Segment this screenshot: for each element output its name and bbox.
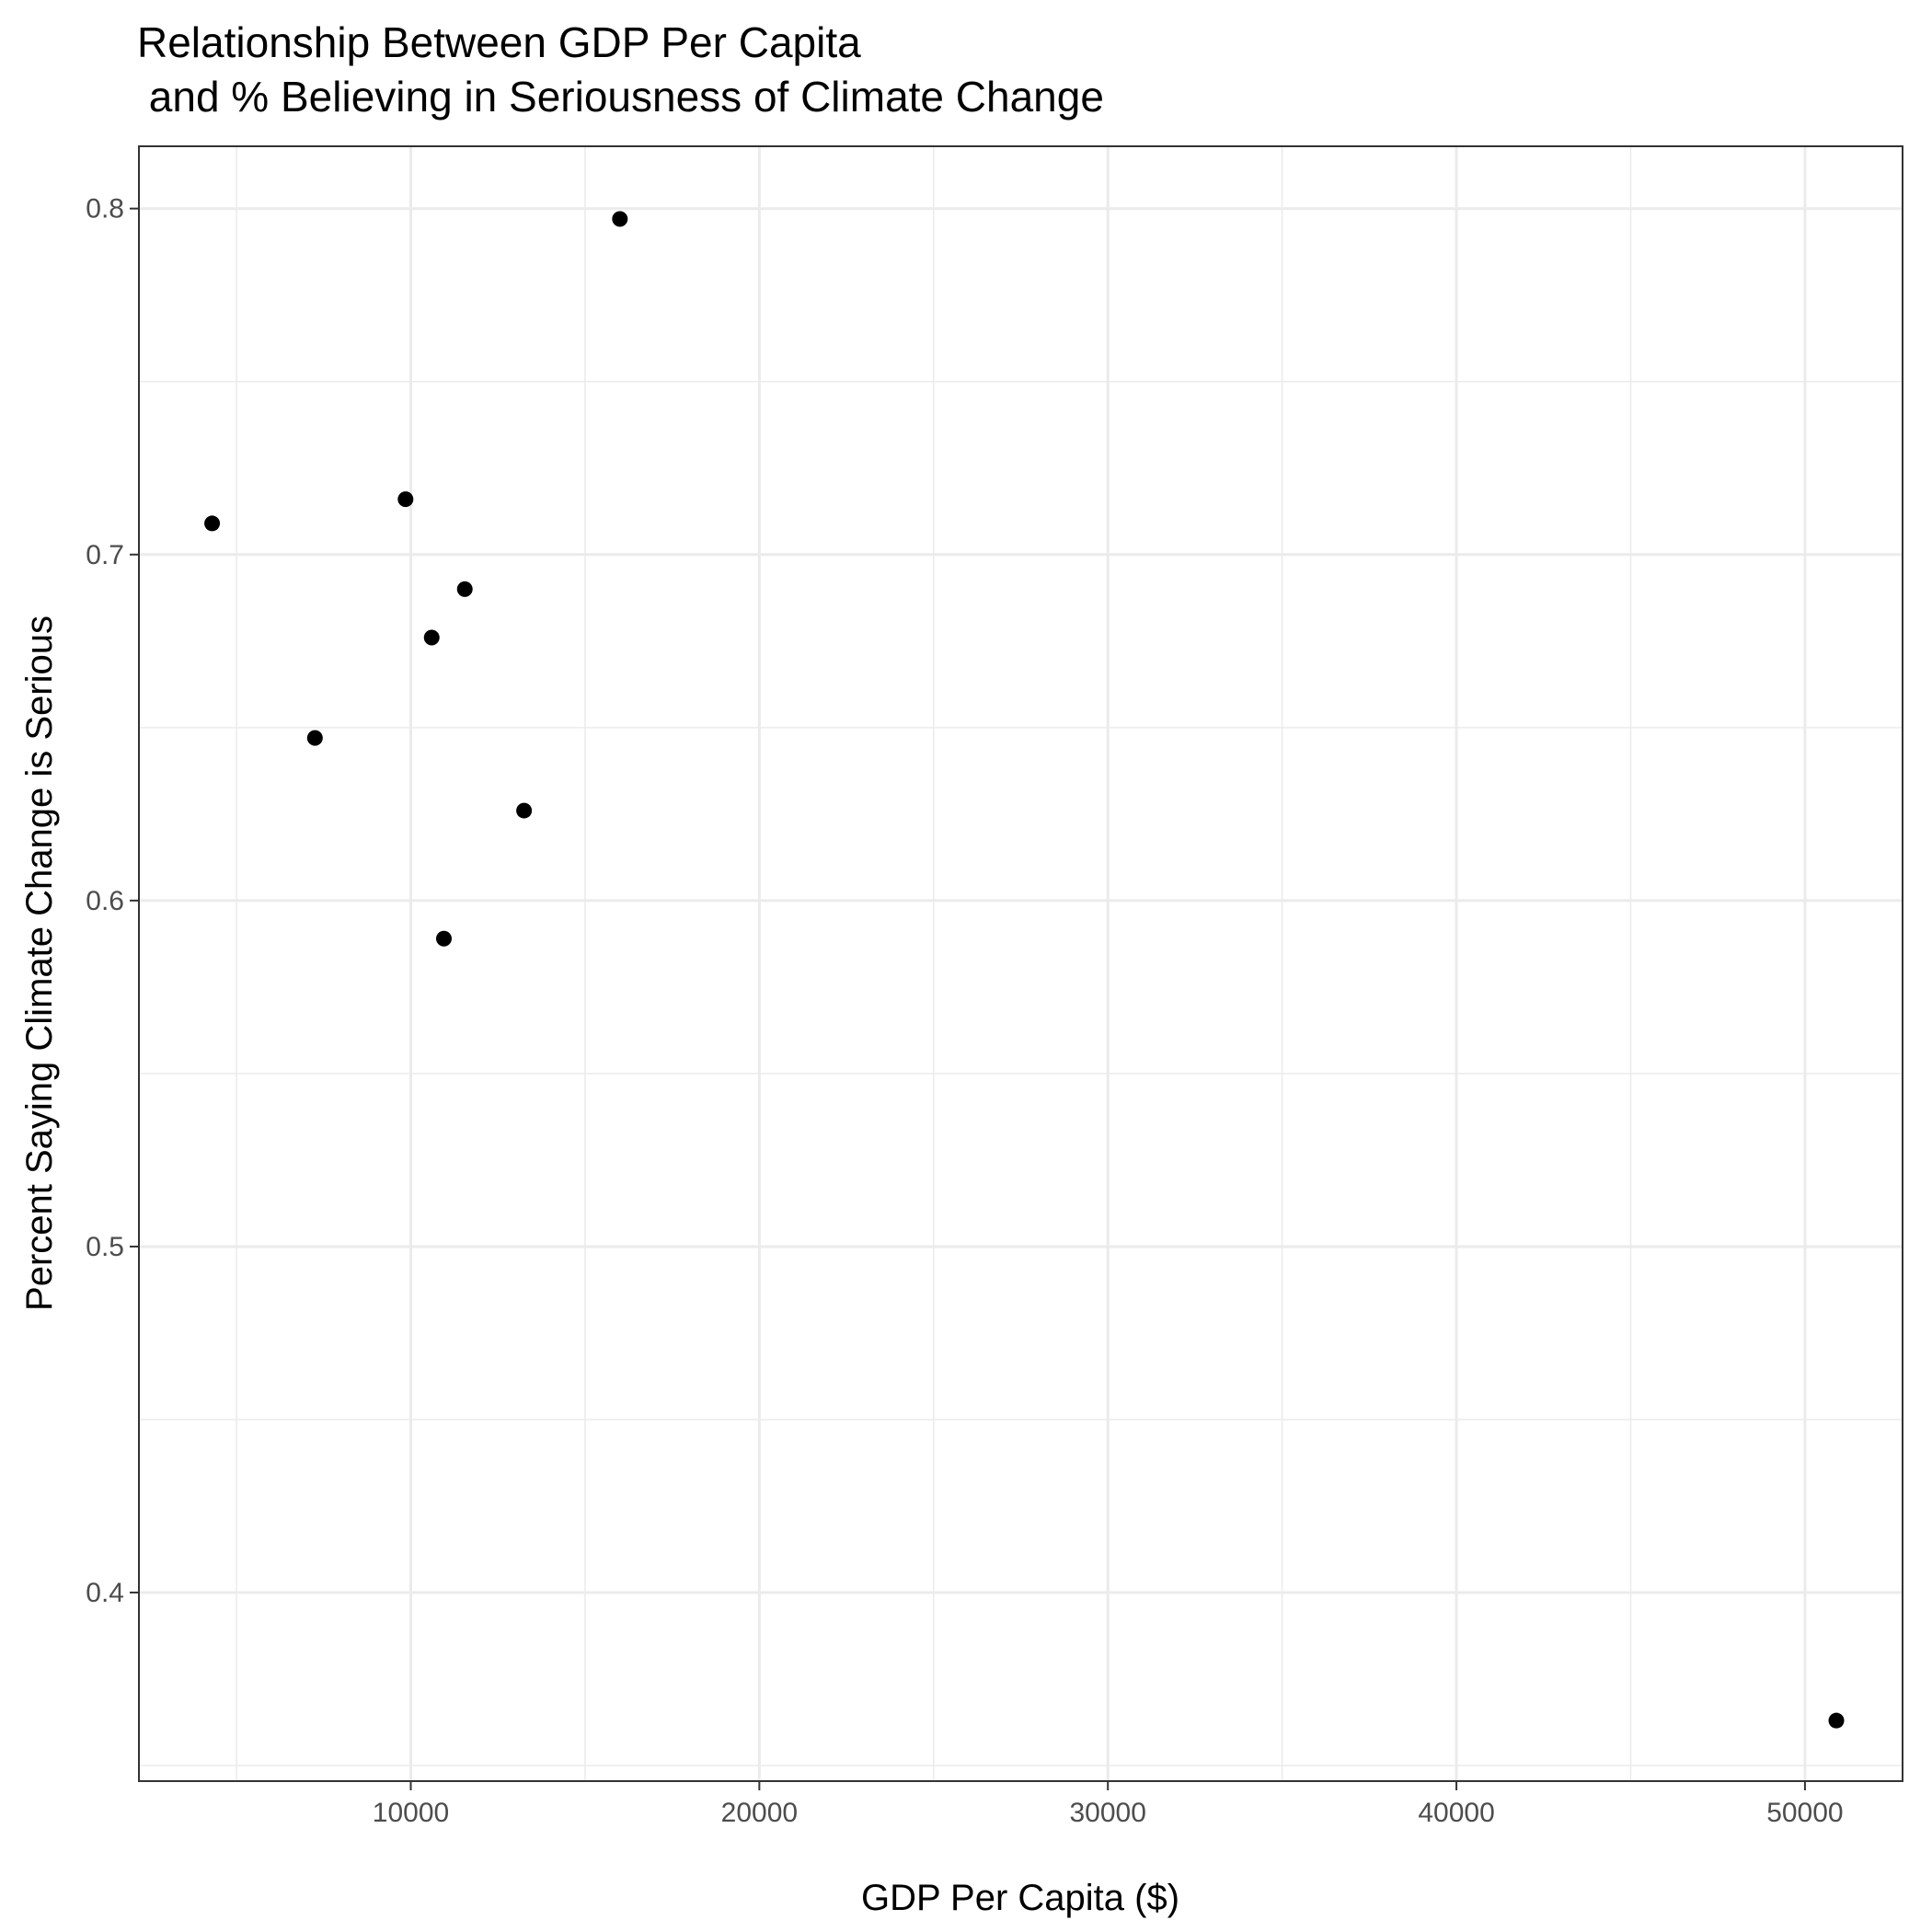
scatter-point	[612, 211, 628, 227]
y-axis-title: Percent Saying Climate Change is Serious	[19, 615, 60, 1311]
x-tick-label: 10000	[373, 1798, 449, 1828]
y-tick-label: 0.6	[86, 886, 124, 916]
y-tick-label: 0.4	[86, 1578, 124, 1608]
scatter-point	[1828, 1712, 1845, 1729]
scatter-point	[306, 730, 323, 746]
scatter-point	[204, 515, 221, 532]
minor-gridlines	[139, 146, 1903, 1781]
x-axis-title: GDP Per Capita ($)	[861, 1878, 1179, 1918]
x-axis-ticks: 10000 20000 30000 40000 50000	[373, 1781, 1844, 1828]
scatter-point	[516, 802, 533, 819]
y-tick-label: 0.5	[86, 1232, 124, 1262]
y-tick-label: 0.8	[86, 194, 124, 224]
x-tick-label: 40000	[1418, 1798, 1494, 1828]
y-tick-label: 0.7	[86, 540, 124, 570]
x-tick-label: 50000	[1766, 1798, 1843, 1828]
panel-border	[138, 145, 1903, 1782]
scatter-point	[435, 930, 452, 947]
scatter-point	[397, 491, 414, 508]
major-gridlines	[139, 146, 1903, 1781]
data-points	[204, 211, 1845, 1729]
scatter-point	[423, 629, 440, 646]
x-tick-label: 30000	[1069, 1798, 1145, 1828]
x-tick-label: 20000	[721, 1798, 798, 1828]
y-axis-ticks: 0.4 0.5 0.6 0.7 0.8	[86, 194, 139, 1608]
chart-title-line-1: Relationship Between GDP Per Capita	[137, 18, 861, 66]
scatter-point	[456, 581, 473, 597]
chart-title-line-2: and % Believing in Seriousness of Climat…	[137, 73, 1104, 121]
plot-panel	[139, 146, 1903, 1781]
